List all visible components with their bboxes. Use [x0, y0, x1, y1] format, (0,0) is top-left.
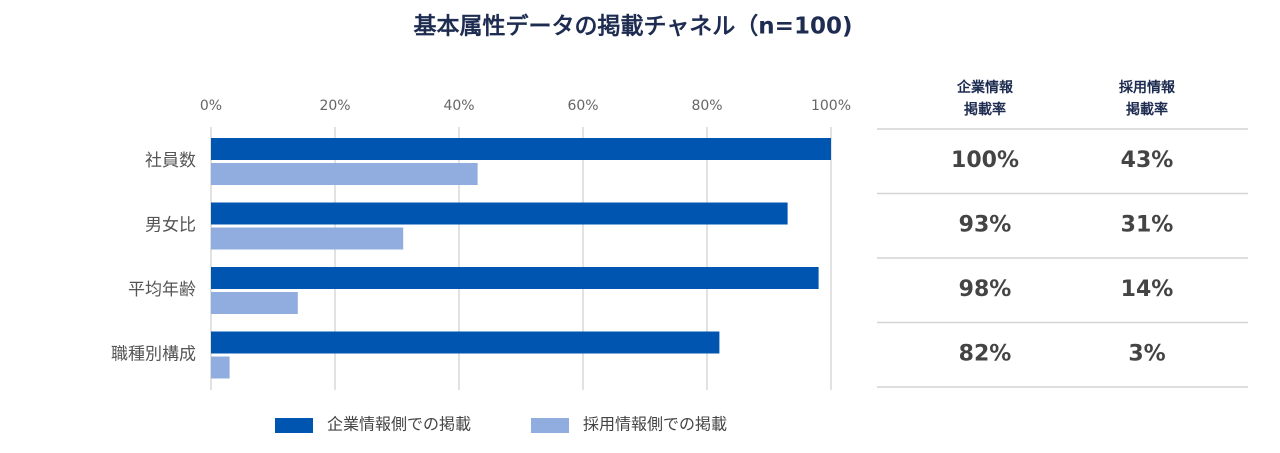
x-tick-label: 80%	[691, 98, 722, 114]
y-tick-label: 職種別構成	[111, 345, 196, 365]
legend-swatch	[275, 418, 313, 433]
x-tick-label: 100%	[811, 98, 851, 114]
value-label: 31%	[1121, 213, 1174, 238]
value-label: 82%	[959, 342, 1012, 367]
bar	[211, 202, 788, 225]
legend-swatch	[531, 418, 569, 433]
bar	[211, 356, 230, 379]
value-label: 93%	[959, 213, 1012, 238]
value-label: 14%	[1121, 277, 1174, 302]
table-header: 掲載率	[1126, 101, 1168, 118]
table-header: 企業情報	[956, 79, 1014, 96]
y-tick-label: 平均年齢	[128, 280, 196, 300]
legend-label: 採用情報側での掲載	[583, 415, 727, 434]
bar	[211, 163, 478, 185]
x-tick-label: 0%	[200, 98, 222, 114]
legend-label: 企業情報側での掲載	[327, 415, 471, 434]
value-label: 3%	[1128, 342, 1165, 367]
value-label: 98%	[959, 277, 1012, 302]
x-tick-label: 60%	[567, 98, 598, 114]
x-tick-label: 40%	[443, 98, 474, 114]
value-label: 43%	[1121, 148, 1174, 173]
table-header: 採用情報	[1119, 79, 1176, 96]
bar	[211, 292, 298, 314]
bar	[211, 331, 720, 354]
table-header: 掲載率	[964, 101, 1006, 118]
bar	[211, 138, 831, 160]
chart-title: 基本属性データの掲載チャネル（n=100)	[414, 13, 853, 40]
bar	[211, 227, 404, 250]
y-tick-label: 男女比	[145, 216, 196, 236]
value-label: 100%	[951, 148, 1019, 173]
bar	[211, 267, 819, 289]
x-tick-label: 20%	[319, 98, 350, 114]
y-tick-label: 社員数	[145, 151, 196, 171]
